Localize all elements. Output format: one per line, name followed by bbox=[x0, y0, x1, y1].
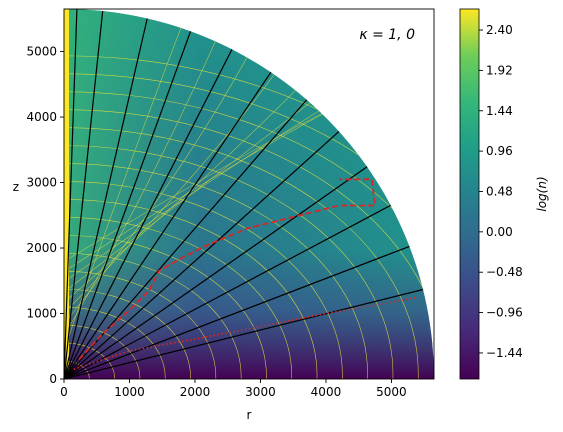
colorbar-tick-label: 0.00 bbox=[486, 225, 513, 239]
contour-line bbox=[67, 253, 242, 379]
heatmap-area bbox=[64, 9, 434, 379]
contour-line bbox=[67, 360, 90, 379]
y-axis-label: z bbox=[13, 180, 19, 194]
colorbar-gradient bbox=[459, 8, 480, 380]
colorbar-tick-label: −1.44 bbox=[486, 346, 523, 360]
red-dotted-curve bbox=[73, 296, 418, 370]
colorbar-tick-label: 1.92 bbox=[486, 63, 513, 77]
field-line bbox=[63, 18, 148, 380]
y-tick-label: 0 bbox=[49, 372, 57, 386]
x-tick-label: 2000 bbox=[180, 385, 211, 399]
plot-frame bbox=[63, 8, 435, 380]
field-lines bbox=[63, 9, 424, 380]
field-line bbox=[63, 9, 78, 380]
x-tick-label: 4000 bbox=[311, 385, 342, 399]
contour-line bbox=[67, 181, 343, 379]
colorbar-ticks: 2.40 1.92 1.44 0.96 0.48 0.00 −0.48 −0.96 −1.44 bbox=[479, 23, 523, 360]
y-tick-label: 5000 bbox=[26, 45, 57, 59]
contour-line bbox=[67, 288, 191, 379]
x-tick-label: 1000 bbox=[114, 385, 145, 399]
x-tick-label: 3000 bbox=[245, 385, 276, 399]
y-tick-label: 2000 bbox=[26, 241, 57, 255]
kappa-annotation: κ = 1, 0 bbox=[359, 27, 415, 43]
field-line bbox=[63, 166, 368, 380]
field-line bbox=[63, 288, 424, 380]
colorbar: 2.401.921.440.960.480.00−0.48−0.96−1.44 … bbox=[459, 8, 549, 380]
field-line bbox=[63, 31, 192, 380]
contour-line bbox=[67, 199, 318, 379]
contour-line bbox=[67, 306, 166, 379]
contour-line bbox=[67, 109, 434, 379]
axis-peak-density-strip bbox=[64, 9, 69, 379]
field-line bbox=[63, 245, 410, 380]
x-axis-ticks: 0 1000 2000 3000 4000 5000 bbox=[60, 379, 407, 399]
colorbar-tick-label: −0.48 bbox=[486, 265, 523, 279]
y-tick-label: 3000 bbox=[26, 176, 57, 190]
colorbar-label: log(n) bbox=[535, 176, 549, 211]
field-line bbox=[63, 49, 233, 380]
contour-line bbox=[67, 36, 259, 320]
field-line bbox=[63, 10, 104, 380]
contour-line bbox=[67, 270, 217, 379]
x-tick-label: 0 bbox=[60, 385, 68, 399]
field-line bbox=[63, 71, 272, 380]
colorbar-tick-label: 0.48 bbox=[486, 184, 513, 198]
field-line bbox=[63, 204, 391, 380]
colorbar-tick-label: −0.96 bbox=[486, 306, 523, 320]
y-axis-ticks: 0 1000 2000 3000 4000 5000 bbox=[26, 45, 64, 386]
field-line bbox=[63, 130, 340, 380]
y-tick-label: 1000 bbox=[26, 307, 57, 321]
colorbar-tick-label: 0.96 bbox=[486, 144, 513, 158]
contour-line bbox=[67, 235, 267, 379]
contour-line bbox=[67, 127, 419, 379]
x-tick-label: 5000 bbox=[376, 385, 407, 399]
colorbar-tick-label: 2.40 bbox=[486, 23, 513, 37]
y-tick-label: 4000 bbox=[26, 110, 57, 124]
contour-line bbox=[67, 163, 368, 379]
contour-line bbox=[67, 217, 293, 379]
contour-line bbox=[67, 91, 434, 379]
x-axis-label: r bbox=[247, 408, 252, 422]
red-dashed-curve bbox=[78, 178, 377, 361]
colorbar-tick-label: 1.44 bbox=[486, 104, 513, 118]
